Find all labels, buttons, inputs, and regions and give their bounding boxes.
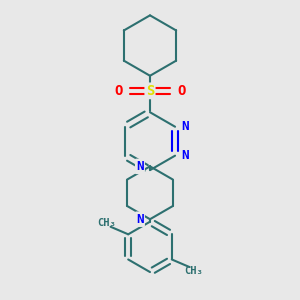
Text: N: N — [136, 160, 144, 173]
Text: CH₃: CH₃ — [184, 266, 203, 276]
Text: O: O — [177, 84, 186, 98]
Text: N: N — [182, 149, 189, 162]
Text: N: N — [182, 120, 189, 133]
Text: O: O — [114, 84, 123, 98]
Text: S: S — [146, 84, 154, 98]
Text: N: N — [136, 213, 144, 226]
Text: CH₃: CH₃ — [98, 218, 116, 228]
